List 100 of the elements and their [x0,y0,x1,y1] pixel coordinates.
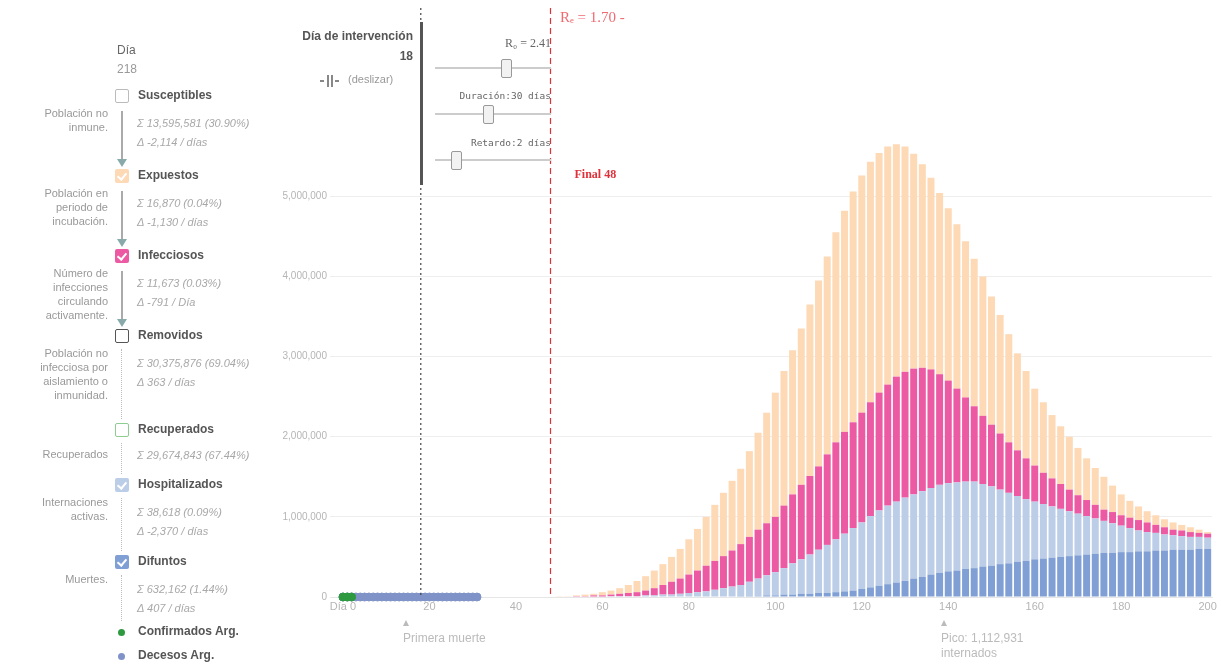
annotation: (deslizar) [348,73,394,85]
bar [789,494,797,564]
text: Primera muerte [403,631,486,645]
bar [719,492,727,557]
bar [1186,549,1194,597]
bar [866,516,874,588]
bar [1083,554,1091,597]
text: Σ 16,870 (0.04%) [137,197,222,209]
text: Δ -2,370 / días [137,525,209,537]
bar [1013,353,1021,451]
bar [642,576,650,591]
text: Σ 38,618 (0.09%) [137,506,222,518]
bar [815,466,823,550]
text: Población no infecciosa por aislamiento o inmunidad. [39,346,108,403]
bar [719,556,727,589]
legend-label: Confirmados Arg. [138,624,239,638]
bar [892,501,900,583]
legend-label: Recuperados [138,422,215,436]
bar [1013,496,1021,562]
bar [1186,536,1194,550]
bar [1109,485,1117,513]
bar [1186,527,1194,533]
bar [892,144,900,377]
bar [841,533,848,592]
text: Δ -2,114 / días [137,136,208,148]
bar [1109,552,1117,597]
annotation: Duración:30 días [458,90,551,101]
bar [1135,530,1142,552]
ref-line-label: Final 48 [574,167,617,182]
bar [789,350,797,495]
annotation: Retardo:2 días [469,137,551,148]
y-tick-label: 0 [321,590,328,602]
bar [745,536,753,582]
text: Σ 11,673 (0.03%) [137,277,222,289]
legend-label: Susceptibles [138,88,213,102]
text: Δ -1,130 / días [137,216,209,228]
bar [1160,534,1168,551]
annotation: 18 [398,49,413,63]
text: Muertes. [64,572,108,587]
bar [1186,532,1194,537]
bar [936,572,944,597]
bar [1160,527,1168,535]
bar [789,563,797,595]
x-tick-label: 160 [1025,599,1044,612]
bar [815,592,823,597]
text: Δ 407 / días [137,602,196,614]
bar [1083,500,1091,517]
bar [892,376,900,502]
bar [962,568,970,597]
y-tick-label: 5,000,000 [282,190,328,202]
bar [1160,550,1168,597]
text: Número de infecciones circulando activamente. [44,266,108,323]
y-tick-label: 4,000,000 [282,270,328,282]
bar [841,431,848,534]
bar [1109,512,1117,524]
bar [815,280,823,467]
text: Δ -791 / Día [137,296,196,308]
bar [1135,520,1142,531]
bar [988,486,995,566]
bar [1083,458,1091,501]
bar [1013,561,1021,597]
x-tick-label: 20 [423,599,436,612]
bar [1083,516,1091,555]
legend-label: Infecciosos [138,248,205,262]
bar [668,581,676,595]
x-tick-label: 180 [1112,599,1131,612]
bar [962,397,970,482]
bar [892,582,900,597]
bar [866,161,874,403]
y-tick-label: 3,000,000 [282,350,328,362]
annotation: Rₑ = 1.70 - [560,9,625,26]
bar [1039,558,1047,597]
text: Día [117,43,136,57]
text: Internaciones activas. [40,495,108,524]
bar [745,451,753,537]
x-tick-label: 120 [852,599,871,612]
bar [694,592,701,597]
text: Σ 632,162 (1.44%) [137,583,228,595]
annotation: R₀ = 2.41 [505,36,551,50]
text: Recuperados [41,447,108,462]
y-tick-label: 2,000,000 [282,430,328,442]
bar [988,424,995,487]
bar [1039,504,1047,559]
x-tick-label: 140 [939,599,958,612]
bar [694,570,701,593]
bar [815,549,823,593]
bar [745,581,753,597]
bar [841,210,848,432]
x-tick-label: 80 [682,599,695,612]
bar [1135,506,1142,521]
bar [668,556,676,582]
legend-label: Decesos Arg. [138,648,215,662]
legend-label: Difuntos [138,554,187,568]
x-tick-label: 100 [766,599,785,612]
bar [866,587,874,597]
bar [1160,519,1168,528]
bar [1109,523,1117,553]
y-tick-label: 1,000,000 [282,510,328,522]
x-tick-label: 200 [1198,599,1217,612]
legend-label: Expuestos [138,168,199,182]
